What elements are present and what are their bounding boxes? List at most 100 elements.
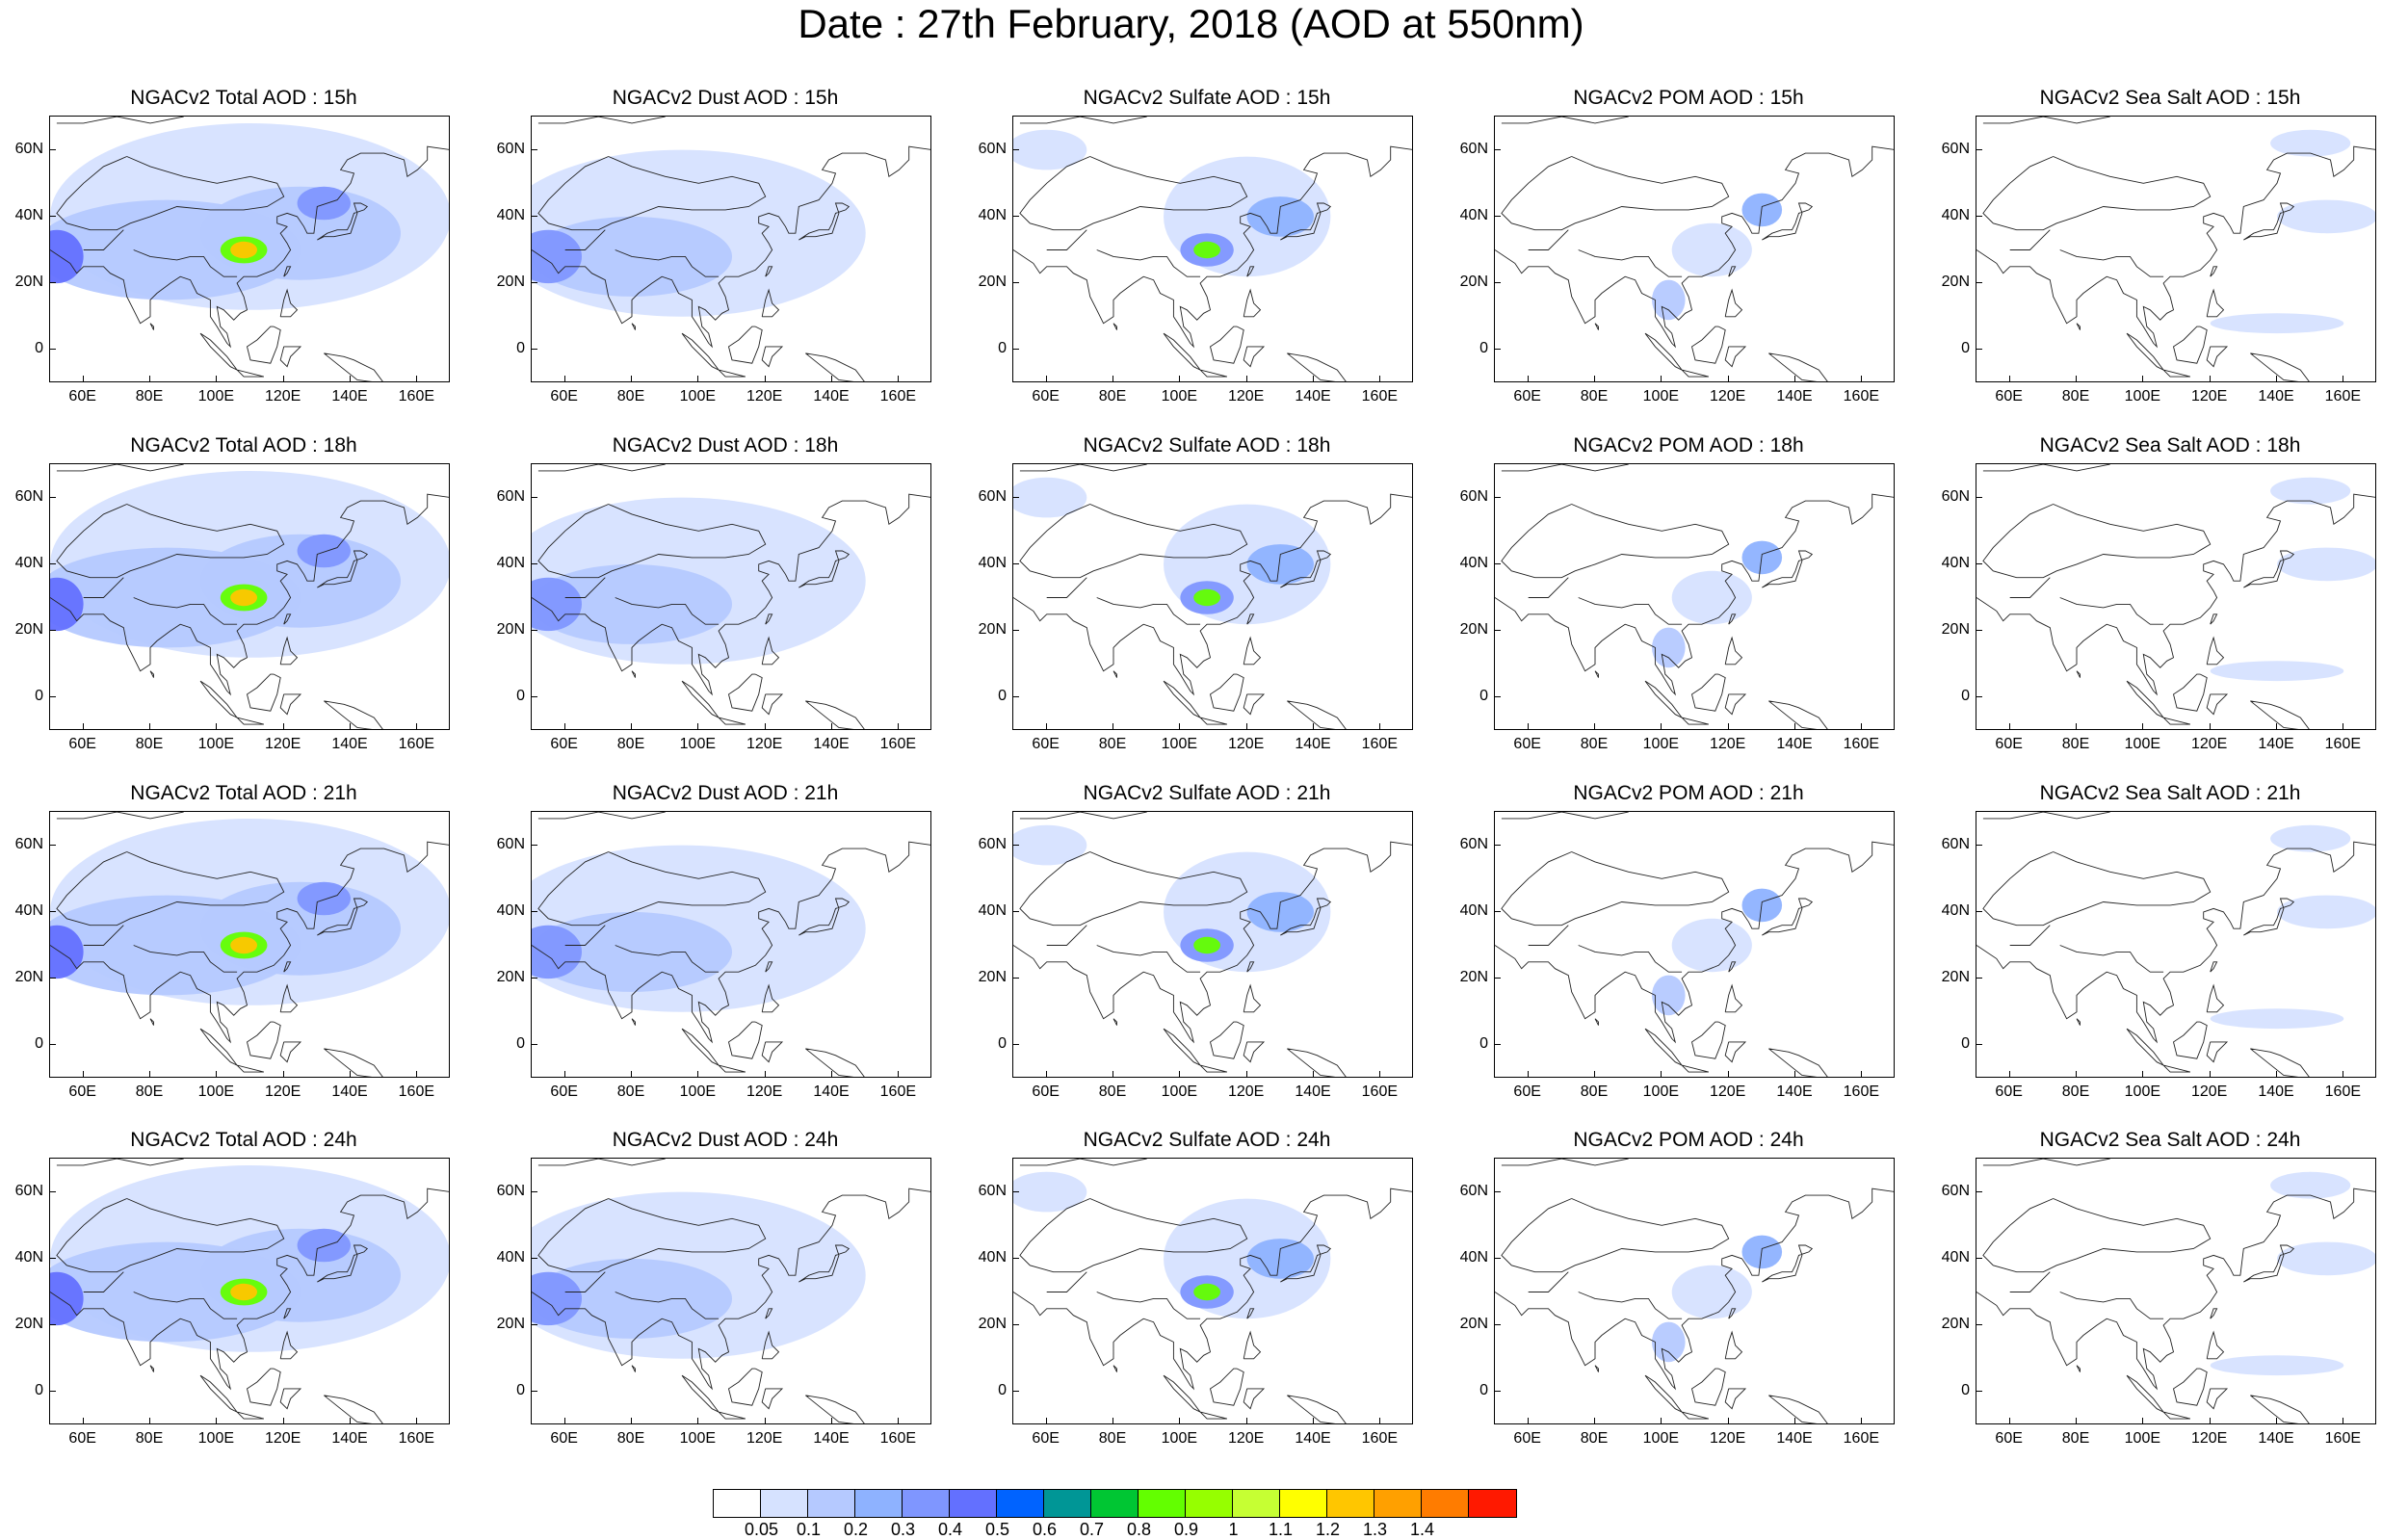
lon-tick-label: 80E <box>1580 736 1609 752</box>
lat-tick <box>49 1190 56 1192</box>
map-frame <box>49 116 450 382</box>
lat-tick-label: 40N <box>978 1248 1007 1266</box>
lat-tick-label: 60N <box>1941 487 1970 505</box>
lon-tick <box>831 1418 832 1424</box>
lat-tick <box>1976 844 1982 846</box>
lat-tick-label: 60N <box>1941 140 1970 157</box>
aod-field <box>297 186 351 221</box>
panel-title: NGACv2 Dust AOD : 18h <box>612 434 839 457</box>
lat-tick <box>1494 1391 1501 1393</box>
lon-tick <box>1245 723 1247 730</box>
colorbar-swatch <box>761 1490 808 1517</box>
lon-tick-label: 80E <box>1580 1430 1609 1447</box>
lat-tick-label: 0 <box>998 688 1007 705</box>
lon-tick-label: 160E <box>2324 388 2362 405</box>
panel-title: NGACv2 POM AOD : 18h <box>1573 434 1804 457</box>
lon-tick-label: 80E <box>1580 1083 1609 1100</box>
lon-tick-label: 60E <box>550 1430 578 1447</box>
lon-tick <box>1661 1071 1662 1078</box>
lon-tick-label: 80E <box>1098 1083 1127 1100</box>
panel-title: NGACv2 Sea Salt AOD : 21h <box>2039 782 2301 804</box>
lon-tick <box>216 1418 218 1424</box>
lon-tick <box>1313 376 1314 382</box>
lat-tick-label: 40N <box>978 901 1007 919</box>
lon-tick-label: 120E <box>746 388 783 405</box>
colorbar-label: 1 <box>1228 1520 1239 1539</box>
lon-tick-label: 120E <box>2190 1083 2228 1100</box>
lon-tick-label: 160E <box>2324 1083 2362 1100</box>
lat-tick-label: 60N <box>1459 140 1488 157</box>
lon-tick <box>2008 723 2010 730</box>
lon-tick <box>898 1071 900 1078</box>
lon-tick-label: 60E <box>550 388 578 405</box>
lon-tick <box>1045 376 1047 382</box>
aod-field <box>532 1271 582 1326</box>
lat-tick-label: 20N <box>496 621 525 639</box>
lat-tick-label: 60N <box>978 140 1007 157</box>
lon-tick <box>1245 1071 1247 1078</box>
lon-tick <box>631 723 632 730</box>
lon-tick <box>216 376 218 382</box>
lat-tick <box>1012 148 1019 150</box>
lat-tick-label: 40N <box>496 1248 525 1266</box>
aod-field <box>532 229 582 284</box>
coastline <box>532 1159 930 1423</box>
lon-tick-label: 100E <box>2124 736 2161 752</box>
coastline <box>1013 464 1412 729</box>
lon-tick <box>1379 376 1381 382</box>
colorbar-swatch <box>1186 1490 1233 1517</box>
lon-tick <box>1527 1071 1529 1078</box>
map-panel-dust-0: NGACv2 Dust AOD : 15h 0 20N 40N 60N 60E 80E 100… <box>484 85 931 427</box>
lat-tick-label: 20N <box>1459 274 1488 291</box>
lat-tick <box>49 844 56 846</box>
lon-tick-label: 160E <box>1843 388 1880 405</box>
lat-tick <box>1012 1190 1019 1192</box>
lon-tick-label: 60E <box>1032 1430 1060 1447</box>
lat-tick <box>49 630 56 632</box>
lon-tick-label: 60E <box>1032 1083 1060 1100</box>
lon-tick <box>216 723 218 730</box>
lat-tick-label: 20N <box>1459 1316 1488 1333</box>
lon-tick <box>631 1418 632 1424</box>
lat-tick-label: 40N <box>14 206 43 223</box>
lat-tick-label: 60N <box>14 835 43 852</box>
lat-tick <box>531 1257 537 1259</box>
lat-tick <box>531 910 537 912</box>
lat-tick-label: 60N <box>978 835 1007 852</box>
aod-field <box>1013 1171 1087 1213</box>
colorbar-swatch <box>1044 1490 1091 1517</box>
panel-title: NGACv2 Sulfate AOD : 18h <box>1083 434 1331 457</box>
lon-tick <box>282 1071 284 1078</box>
lat-tick <box>49 696 56 698</box>
lat-tick <box>1976 562 1982 564</box>
lat-tick-label: 0 <box>998 340 1007 357</box>
lon-tick-label: 140E <box>1295 1083 1331 1100</box>
lat-tick-label: 0 <box>1961 688 1970 705</box>
lon-tick-label: 100E <box>2124 1430 2161 1447</box>
panel-title: NGACv2 Total AOD : 24h <box>130 1129 357 1151</box>
lon-tick <box>82 1418 84 1424</box>
colorbar-label: 0.8 <box>1126 1520 1152 1539</box>
map-frame <box>49 463 450 730</box>
lon-tick <box>82 1071 84 1078</box>
lon-tick-label: 100E <box>197 1083 235 1100</box>
lat-tick-label: 60N <box>1459 835 1488 852</box>
lat-tick <box>1494 349 1501 351</box>
lat-tick-label: 40N <box>1459 206 1488 223</box>
lon-tick <box>2008 376 2010 382</box>
aod-field <box>1246 892 1314 932</box>
coastline <box>1013 117 1412 381</box>
lat-tick <box>1976 696 1982 698</box>
lon-tick-label: 140E <box>813 1430 850 1447</box>
lon-tick-label: 120E <box>1227 388 1265 405</box>
lon-tick <box>216 1071 218 1078</box>
lat-tick <box>1012 630 1019 632</box>
lon-tick <box>1594 1418 1595 1424</box>
lon-tick-label: 160E <box>1361 1430 1399 1447</box>
panel-title: NGACv2 Total AOD : 21h <box>130 782 357 804</box>
lon-tick-label: 140E <box>813 388 850 405</box>
lat-tick-label: 0 <box>35 688 43 705</box>
lon-tick <box>563 1071 565 1078</box>
lon-tick <box>2209 1071 2211 1078</box>
lat-tick <box>1494 1257 1501 1259</box>
